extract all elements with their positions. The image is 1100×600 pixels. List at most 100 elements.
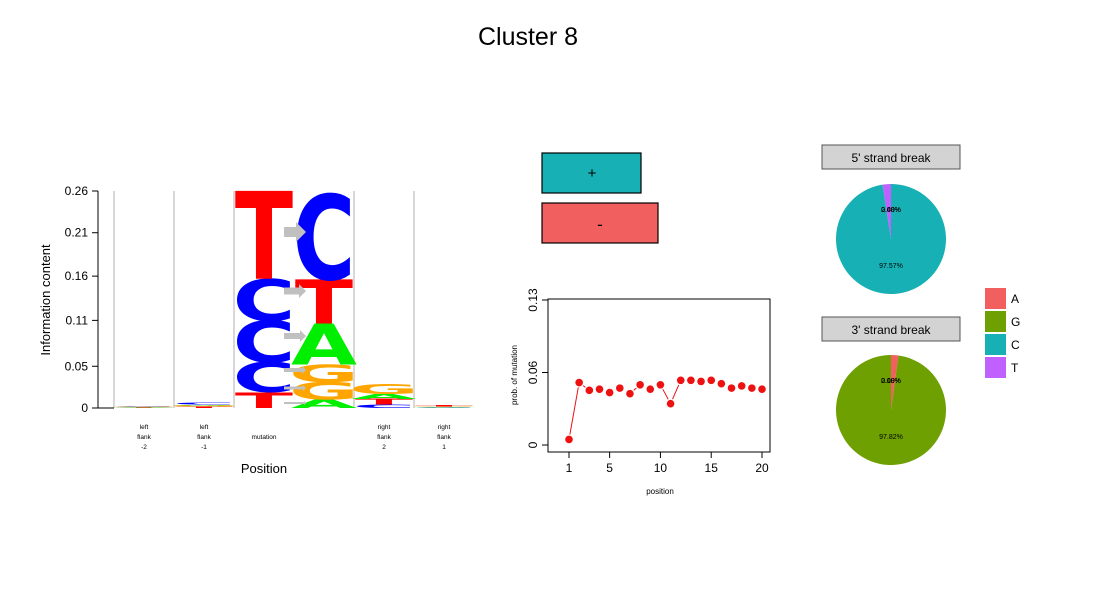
logo-letter-glyph: T (235, 167, 293, 308)
logo-y-tick-label: 0.11 (66, 313, 89, 327)
logo-letter-a: A (351, 393, 417, 401)
logo-x-axis-title: Position (241, 461, 287, 476)
logo-x-tick-label: right (438, 424, 451, 431)
logo-letter-g: G (169, 405, 239, 407)
mutation-probability-plot: 00.060.13 1 5 10 15 20 prob. of mutation pos… (510, 288, 771, 496)
mutation-arrow-icon (284, 222, 306, 242)
logo-letter-c: C (233, 354, 296, 402)
logo-letter-t: T (415, 405, 473, 407)
pie-slice-label: 0.00% (881, 207, 901, 214)
logo-letter-glyph: A (351, 393, 417, 401)
scatter-connector (633, 387, 637, 391)
mutation-arrow-icon (284, 284, 306, 298)
logo-letter-t: T (235, 167, 293, 308)
logo-letter-glyph: C (233, 354, 296, 402)
scatter-point (748, 384, 756, 392)
scatter-x-axis: 1 5 10 15 20 (566, 452, 769, 475)
logo-y-tick-label: 0 (81, 401, 88, 415)
pie-slice (882, 183, 891, 239)
pie-header-title: 3' strand break (851, 323, 931, 337)
logo-x-labels: left flank -2 left flank -1 mutation right flank… (137, 424, 451, 451)
legend-label: G (1011, 315, 1020, 329)
logo-letter-glyph: A (171, 404, 237, 405)
logo-letter-glyph: T (175, 406, 233, 408)
logo-x-tick-label: -2 (141, 444, 147, 451)
logo-letter-glyph: G (169, 405, 239, 407)
logo-letter-t: T (355, 397, 413, 406)
logo-letter-glyph: T (295, 268, 354, 338)
legend-label: T (1011, 361, 1019, 375)
scatter-connector (662, 388, 669, 400)
pie-slice-label: 2.43% (881, 207, 901, 214)
legend-label: C (1011, 338, 1020, 352)
figure-title: Cluster 8 (478, 23, 578, 51)
logo-x-tick-label: mutation (252, 434, 277, 441)
pie-slice-label: 2.18% (881, 378, 901, 385)
logo-letter-glyph: C (413, 407, 476, 408)
logo-letter-glyph: A (291, 398, 357, 411)
pie-slice-label: 0.00% (881, 207, 901, 214)
scatter-plot-frame (547, 298, 771, 453)
pie-slice (835, 355, 946, 465)
pie-slice (891, 355, 899, 410)
logo-y-tick-label: 0.16 (65, 269, 89, 283)
pie-header-title: 5' strand break (851, 151, 931, 165)
logo-letter-glyph: T (355, 397, 413, 406)
mutation-arrow-icon (284, 401, 306, 405)
logo-letter-glyph: C (113, 406, 176, 407)
scatter-point (707, 376, 716, 385)
logo-letter-t: T (175, 406, 233, 408)
logo-x-tick-label: flank (437, 434, 451, 441)
scatter-point (717, 379, 726, 388)
logo-letter-g: G (409, 406, 479, 407)
scatter-point (626, 389, 634, 398)
plus-strand-bar (541, 152, 642, 194)
logo-y-axis: 0 0.05 0.11 0.16 0.21 0.26 (65, 184, 114, 415)
logo-letter-c: C (353, 404, 416, 409)
pie-slice-label: 97.82% (879, 434, 903, 441)
logo-letter-glyph: T (415, 405, 473, 407)
logo-letter-g: G (349, 381, 419, 397)
logo-x-tick-label: right (378, 424, 391, 431)
logo-letter-t: T (235, 388, 294, 413)
pie-slice-label: 0.00% (881, 378, 901, 385)
logo-letter-c: C (413, 407, 476, 408)
scatter-x-tick-label: 10 (654, 461, 668, 475)
scatter-point (758, 385, 766, 394)
mutation-arrow-icon (284, 366, 306, 374)
logo-letter-glyph: A (411, 407, 477, 408)
scatter-point (727, 384, 736, 392)
logo-letter-c: C (293, 172, 356, 308)
scatter-point (585, 386, 594, 395)
logo-y-tick-label: 0.05 (65, 359, 89, 373)
scatter-y-tick-label: 0 (526, 441, 540, 448)
logo-x-tick-label: flank (197, 434, 211, 441)
scatter-connector (672, 384, 680, 400)
logo-x-tick-label: left (140, 424, 149, 431)
logo-letter-a: A (111, 407, 177, 408)
scatter-point (656, 380, 665, 389)
scatter-y-tick-label: 0.06 (526, 360, 540, 384)
mutation-arrow-icon (284, 385, 306, 391)
logo-letter-glyph: C (353, 404, 416, 409)
legend-swatch (985, 357, 1006, 378)
logo-letter-g: G (109, 406, 179, 407)
scatter-point (666, 399, 675, 408)
scatter-y-axis-title: prob. of mutation (510, 345, 519, 405)
legend-label: A (1011, 292, 1019, 306)
logo-letter-c: C (233, 310, 296, 376)
scatter-point (676, 376, 685, 385)
scatter-point (605, 388, 614, 397)
scatter-x-tick-label: 15 (705, 461, 719, 475)
logo-letter-t: T (115, 407, 173, 408)
logo-letter-c: C (233, 268, 296, 334)
legend-swatch (985, 288, 1006, 309)
pie-slice (836, 184, 947, 294)
logo-letter-a: A (291, 398, 357, 411)
scatter-point (615, 384, 624, 392)
pie-header-box (821, 316, 961, 342)
